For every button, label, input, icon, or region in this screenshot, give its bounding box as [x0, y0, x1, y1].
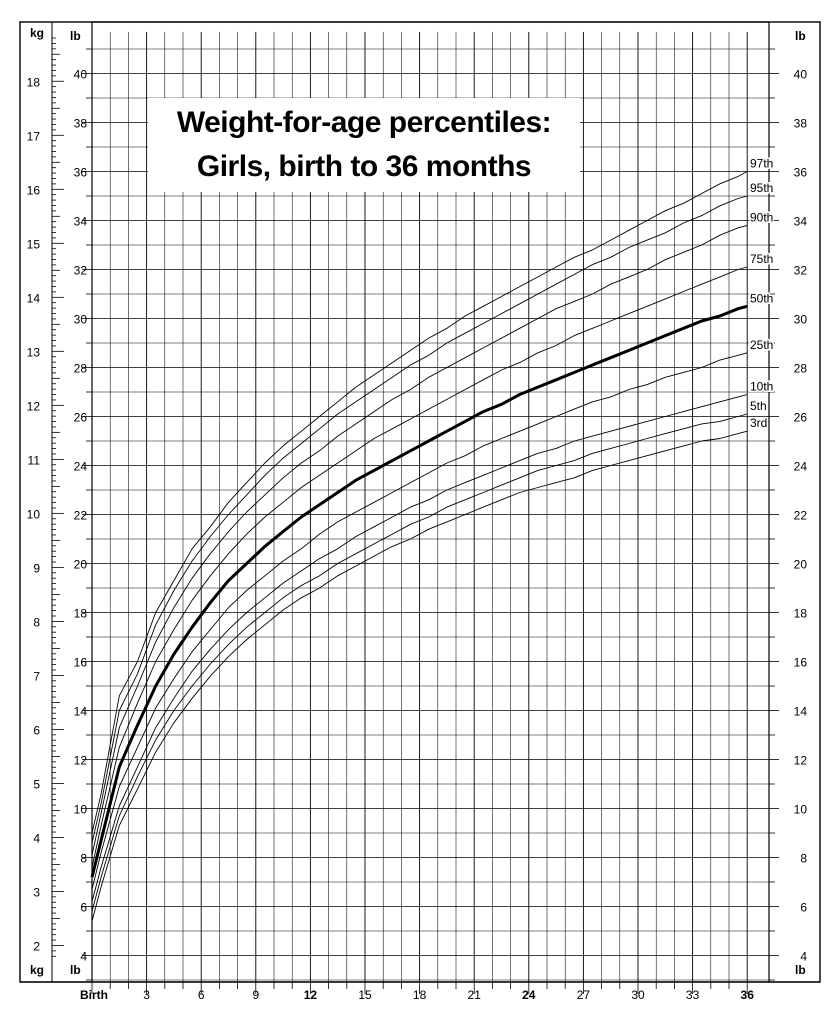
lb-tick-label-left: 12: [74, 754, 88, 768]
series-label-25th: 25th: [750, 338, 773, 352]
lb-tick-label-right: 6: [800, 901, 807, 915]
series-label-75th: 75th: [750, 252, 773, 266]
x-tick-label: 3: [143, 988, 150, 1002]
lb-tick-label-left: 38: [74, 117, 88, 131]
series-label-10th: 10th: [750, 379, 773, 393]
lb-tick-label-left: 22: [74, 509, 88, 523]
lb-tick-label-right: 34: [794, 215, 808, 229]
lb-tick-label-right: 10: [794, 803, 808, 817]
lb-tick-label-left: 26: [74, 411, 88, 425]
kg-tick-label: 14: [27, 291, 41, 305]
lb-tick-label-left: 30: [74, 313, 88, 327]
lb-tick-label-right: 20: [794, 558, 808, 572]
kg-tick-label: 17: [27, 129, 41, 143]
lb-tick-label-left: 8: [80, 852, 87, 866]
lb-tick-label-left: 18: [74, 607, 88, 621]
lb-tick-label-left: 20: [74, 558, 88, 572]
lb-tick-label-left: 14: [74, 705, 88, 719]
kg-tick-label: 15: [27, 237, 41, 251]
lb-tick-label-right: 26: [794, 411, 808, 425]
series-label-3rd: 3rd: [750, 416, 767, 430]
x-tick-label: 30: [631, 988, 645, 1002]
percentile-curve-5th: [91, 413, 748, 912]
lb-unit-label-bottom-left: lb: [70, 963, 81, 977]
lb-tick-label-right: 40: [794, 68, 808, 82]
x-tick-label: 12: [304, 988, 318, 1002]
lb-tick-label-left: 36: [74, 166, 88, 180]
x-tick-label: 24: [522, 988, 536, 1002]
series-label-50th: 50th: [750, 291, 773, 305]
x-tick-label: 33: [686, 988, 700, 1002]
lb-tick-label-right: 18: [794, 607, 808, 621]
kg-tick-label: 5: [33, 777, 40, 791]
percentile-curves: [90, 171, 748, 922]
lb-tick-label-left: 32: [74, 264, 88, 278]
kg-unit-label-top: kg: [30, 26, 44, 40]
lb-tick-label-right: 22: [794, 509, 808, 523]
lb-tick-label-left: 10: [74, 803, 88, 817]
lb-tick-label-right: 38: [794, 117, 808, 131]
kg-tick-label: 8: [33, 615, 40, 629]
lb-unit-label-bottom-right: lb: [795, 963, 806, 977]
percentile-curve-97th: [91, 171, 748, 834]
lb-tick-label-left: 34: [74, 215, 88, 229]
kg-tick-label: 4: [33, 831, 40, 845]
chart-title: Weight-for-age percentiles:: [176, 106, 552, 139]
lb-unit-label-top-left: lb: [70, 29, 81, 43]
lb-tick-label-right: 24: [794, 460, 808, 474]
series-label-95th: 95th: [750, 181, 773, 195]
kg-tick-label: 16: [27, 183, 41, 197]
lb-tick-label-right: 8: [800, 852, 807, 866]
axes: [19, 21, 821, 994]
lb-tick-label-left: 40: [74, 68, 88, 82]
lb-tick-label-right: 12: [794, 754, 808, 768]
x-tick-label: 6: [198, 988, 205, 1002]
percentile-curve-90th: [91, 224, 748, 856]
lb-tick-label-left: 28: [74, 362, 88, 376]
lb-unit-label-top-right: lb: [795, 29, 806, 43]
kg-tick-label: 18: [27, 75, 41, 89]
kg-tick-label: 6: [33, 723, 40, 737]
lb-tick-label-right: 28: [794, 362, 808, 376]
percentile-curve-95th: [91, 195, 748, 843]
kg-tick-label: 3: [33, 885, 40, 899]
lb-tick-label-right: 30: [794, 313, 808, 327]
lb-tick-label-right: 14: [794, 705, 808, 719]
x-tick-label: 9: [252, 988, 259, 1002]
lb-tick-label-right: 36: [794, 166, 808, 180]
x-tick-label: 18: [413, 988, 427, 1002]
kg-tick-label: 2: [33, 939, 40, 953]
percentile-curve-10th: [91, 394, 748, 902]
lb-tick-label-left: 24: [74, 460, 88, 474]
lb-tick-label-left: 16: [74, 656, 88, 670]
x-tick-label: 21: [468, 988, 482, 1002]
x-tick-label-birth: Birth: [80, 988, 108, 1002]
percentile-curve-25th: [91, 352, 748, 890]
kg-unit-label-bottom: kg: [30, 963, 44, 977]
x-tick-label: 36: [741, 988, 755, 1002]
kg-tick-label: 10: [27, 507, 41, 521]
kg-tick-label: 9: [33, 561, 40, 575]
chart-title-box: Weight-for-age percentiles: Girls, birth…: [148, 98, 580, 192]
x-tick-label: 15: [358, 988, 372, 1002]
kg-tick-label: 7: [33, 669, 40, 683]
lb-tick-label-left: 4: [80, 950, 87, 964]
percentile-curve-3rd: [91, 430, 748, 922]
kg-tick-label: 13: [27, 345, 41, 359]
series-label-97th: 97th: [750, 157, 773, 171]
lb-tick-label-left: 6: [80, 901, 87, 915]
series-label-5th: 5th: [750, 399, 767, 413]
kg-tick-label: 11: [28, 453, 41, 467]
kg-tick-label: 12: [27, 399, 41, 413]
lb-tick-label-right: 4: [800, 950, 807, 964]
lb-tick-label-right: 16: [794, 656, 808, 670]
series-label-90th: 90th: [750, 210, 773, 224]
lb-tick-label-right: 32: [794, 264, 808, 278]
percentile-curve-50th: [90, 304, 748, 878]
percentile-curve-75th: [91, 266, 748, 868]
chart-subtitle: Girls, birth to 36 months: [196, 150, 532, 183]
x-tick-label: 27: [577, 988, 591, 1002]
